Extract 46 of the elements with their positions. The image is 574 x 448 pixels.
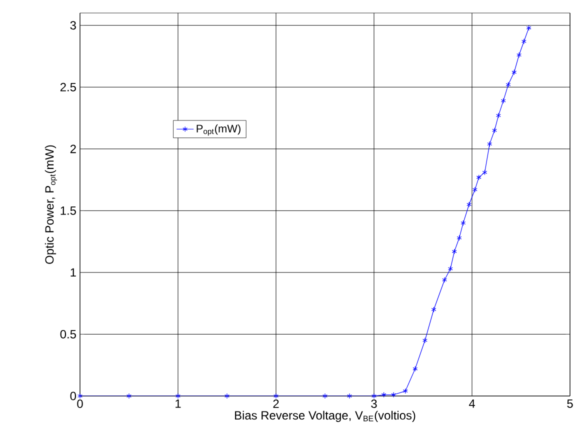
point — [126, 393, 132, 399]
point — [472, 186, 478, 192]
point — [487, 141, 492, 147]
point — [456, 235, 462, 241]
y-tick-label: 1.5 — [60, 206, 76, 215]
point — [176, 393, 180, 399]
point — [460, 220, 466, 226]
point — [521, 38, 526, 44]
y-tick-label: 3 — [70, 21, 76, 30]
y-tick-label: 0 — [70, 392, 76, 400]
x-tick-label: 1 — [176, 400, 181, 408]
point — [448, 266, 453, 272]
y-tick-label: 0.5 — [60, 330, 76, 338]
x-tick-label: 2 — [273, 400, 279, 408]
point — [512, 70, 517, 76]
point — [372, 393, 376, 399]
point — [412, 366, 418, 372]
point — [492, 128, 498, 134]
point — [224, 393, 230, 399]
point — [322, 393, 328, 399]
point — [476, 174, 482, 180]
point — [452, 248, 457, 254]
y-axis-title: Optic Power, P$_{opt}$(mW) — [44, 145, 58, 264]
y-tick-label: 1 — [70, 268, 76, 277]
point — [431, 306, 436, 312]
point — [347, 393, 352, 399]
point — [422, 338, 428, 344]
legend-label: P$_{opt}$(mW) — [196, 124, 240, 136]
point — [482, 170, 488, 176]
x-tick-label: 4 — [468, 400, 475, 408]
point — [402, 388, 408, 394]
point — [391, 392, 396, 398]
x-tick-label: 3 — [371, 400, 377, 408]
y-tick-label: 2.5 — [60, 82, 76, 92]
point — [274, 393, 278, 399]
point — [516, 52, 522, 58]
y-tick-label: 2 — [70, 144, 76, 154]
x-tick-label: 5 — [567, 400, 573, 408]
point — [442, 277, 448, 283]
point — [381, 392, 386, 398]
point — [506, 82, 511, 88]
x-tick-label: 0 — [77, 400, 83, 408]
point — [496, 112, 501, 118]
point — [500, 98, 506, 104]
x-axis-title: Bias Reverse Voltage, V$_{BE}$(voltios) — [235, 410, 416, 422]
point — [466, 202, 472, 208]
